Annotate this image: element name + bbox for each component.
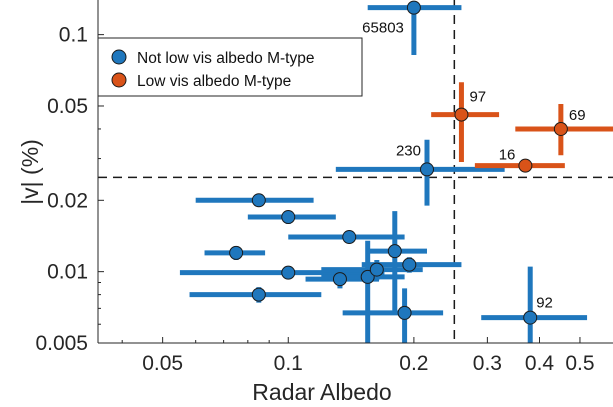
data-point: [553, 121, 568, 136]
y-tick-label: 0.005: [35, 332, 88, 355]
point-label: 65803: [362, 20, 404, 37]
point-label: 230: [396, 142, 421, 159]
point-label: 92: [536, 295, 553, 312]
data-point: [454, 107, 469, 122]
y-tick-label: 0.1: [59, 24, 88, 47]
data-point: [342, 230, 357, 245]
y-axis-ticks: 0.005 0.01 0.02 0.05 0.1: [35, 24, 104, 355]
legend-box: [97, 37, 363, 97]
legend: Not low vis albedo M-type Low vis albedo…: [97, 37, 363, 97]
x-axis-label: Radar Albedo: [252, 379, 391, 405]
data-point: [523, 310, 538, 325]
x-axis-ticks: 0.05 0.1 0.2 0.3 0.4 0.5: [121, 337, 595, 375]
x-tick-label: 0.2: [399, 352, 428, 375]
data-point: [281, 210, 296, 225]
data-point: [251, 287, 266, 302]
data-point: [397, 305, 412, 320]
data-point: [281, 265, 296, 280]
x-tick-label: 0.3: [473, 352, 502, 375]
y-axis-label: |v| (%): [17, 139, 43, 205]
x-tick-label: 0.4: [525, 352, 555, 375]
legend-label-low: Low vis albedo M-type: [137, 73, 291, 90]
y-tick-label: 0.01: [47, 261, 88, 284]
legend-label-not-low: Not low vis albedo M-type: [137, 50, 314, 67]
x-tick-label: 0.05: [142, 352, 183, 375]
legend-marker-not-low: [111, 49, 127, 65]
point-label: 16: [499, 147, 516, 164]
data-point: [419, 162, 434, 177]
point-label: 69: [569, 107, 586, 124]
data-point: [360, 269, 375, 284]
x-tick-label: 0.1: [274, 352, 303, 375]
data-point: [518, 158, 533, 173]
data-point: [251, 193, 266, 208]
data-point: [369, 262, 384, 277]
data-point: [406, 0, 421, 15]
legend-marker-low: [111, 72, 127, 88]
y-tick-label: 0.05: [47, 95, 88, 118]
data-point: [387, 244, 402, 259]
data-point: [402, 257, 417, 272]
plot-area: 65803 230 92 97 69 16: [97, 0, 613, 344]
y-tick-label: 0.02: [47, 189, 88, 212]
point-label: 97: [469, 89, 486, 106]
data-point: [229, 245, 244, 260]
x-tick-label: 0.5: [565, 352, 594, 375]
data-point: [332, 272, 347, 287]
